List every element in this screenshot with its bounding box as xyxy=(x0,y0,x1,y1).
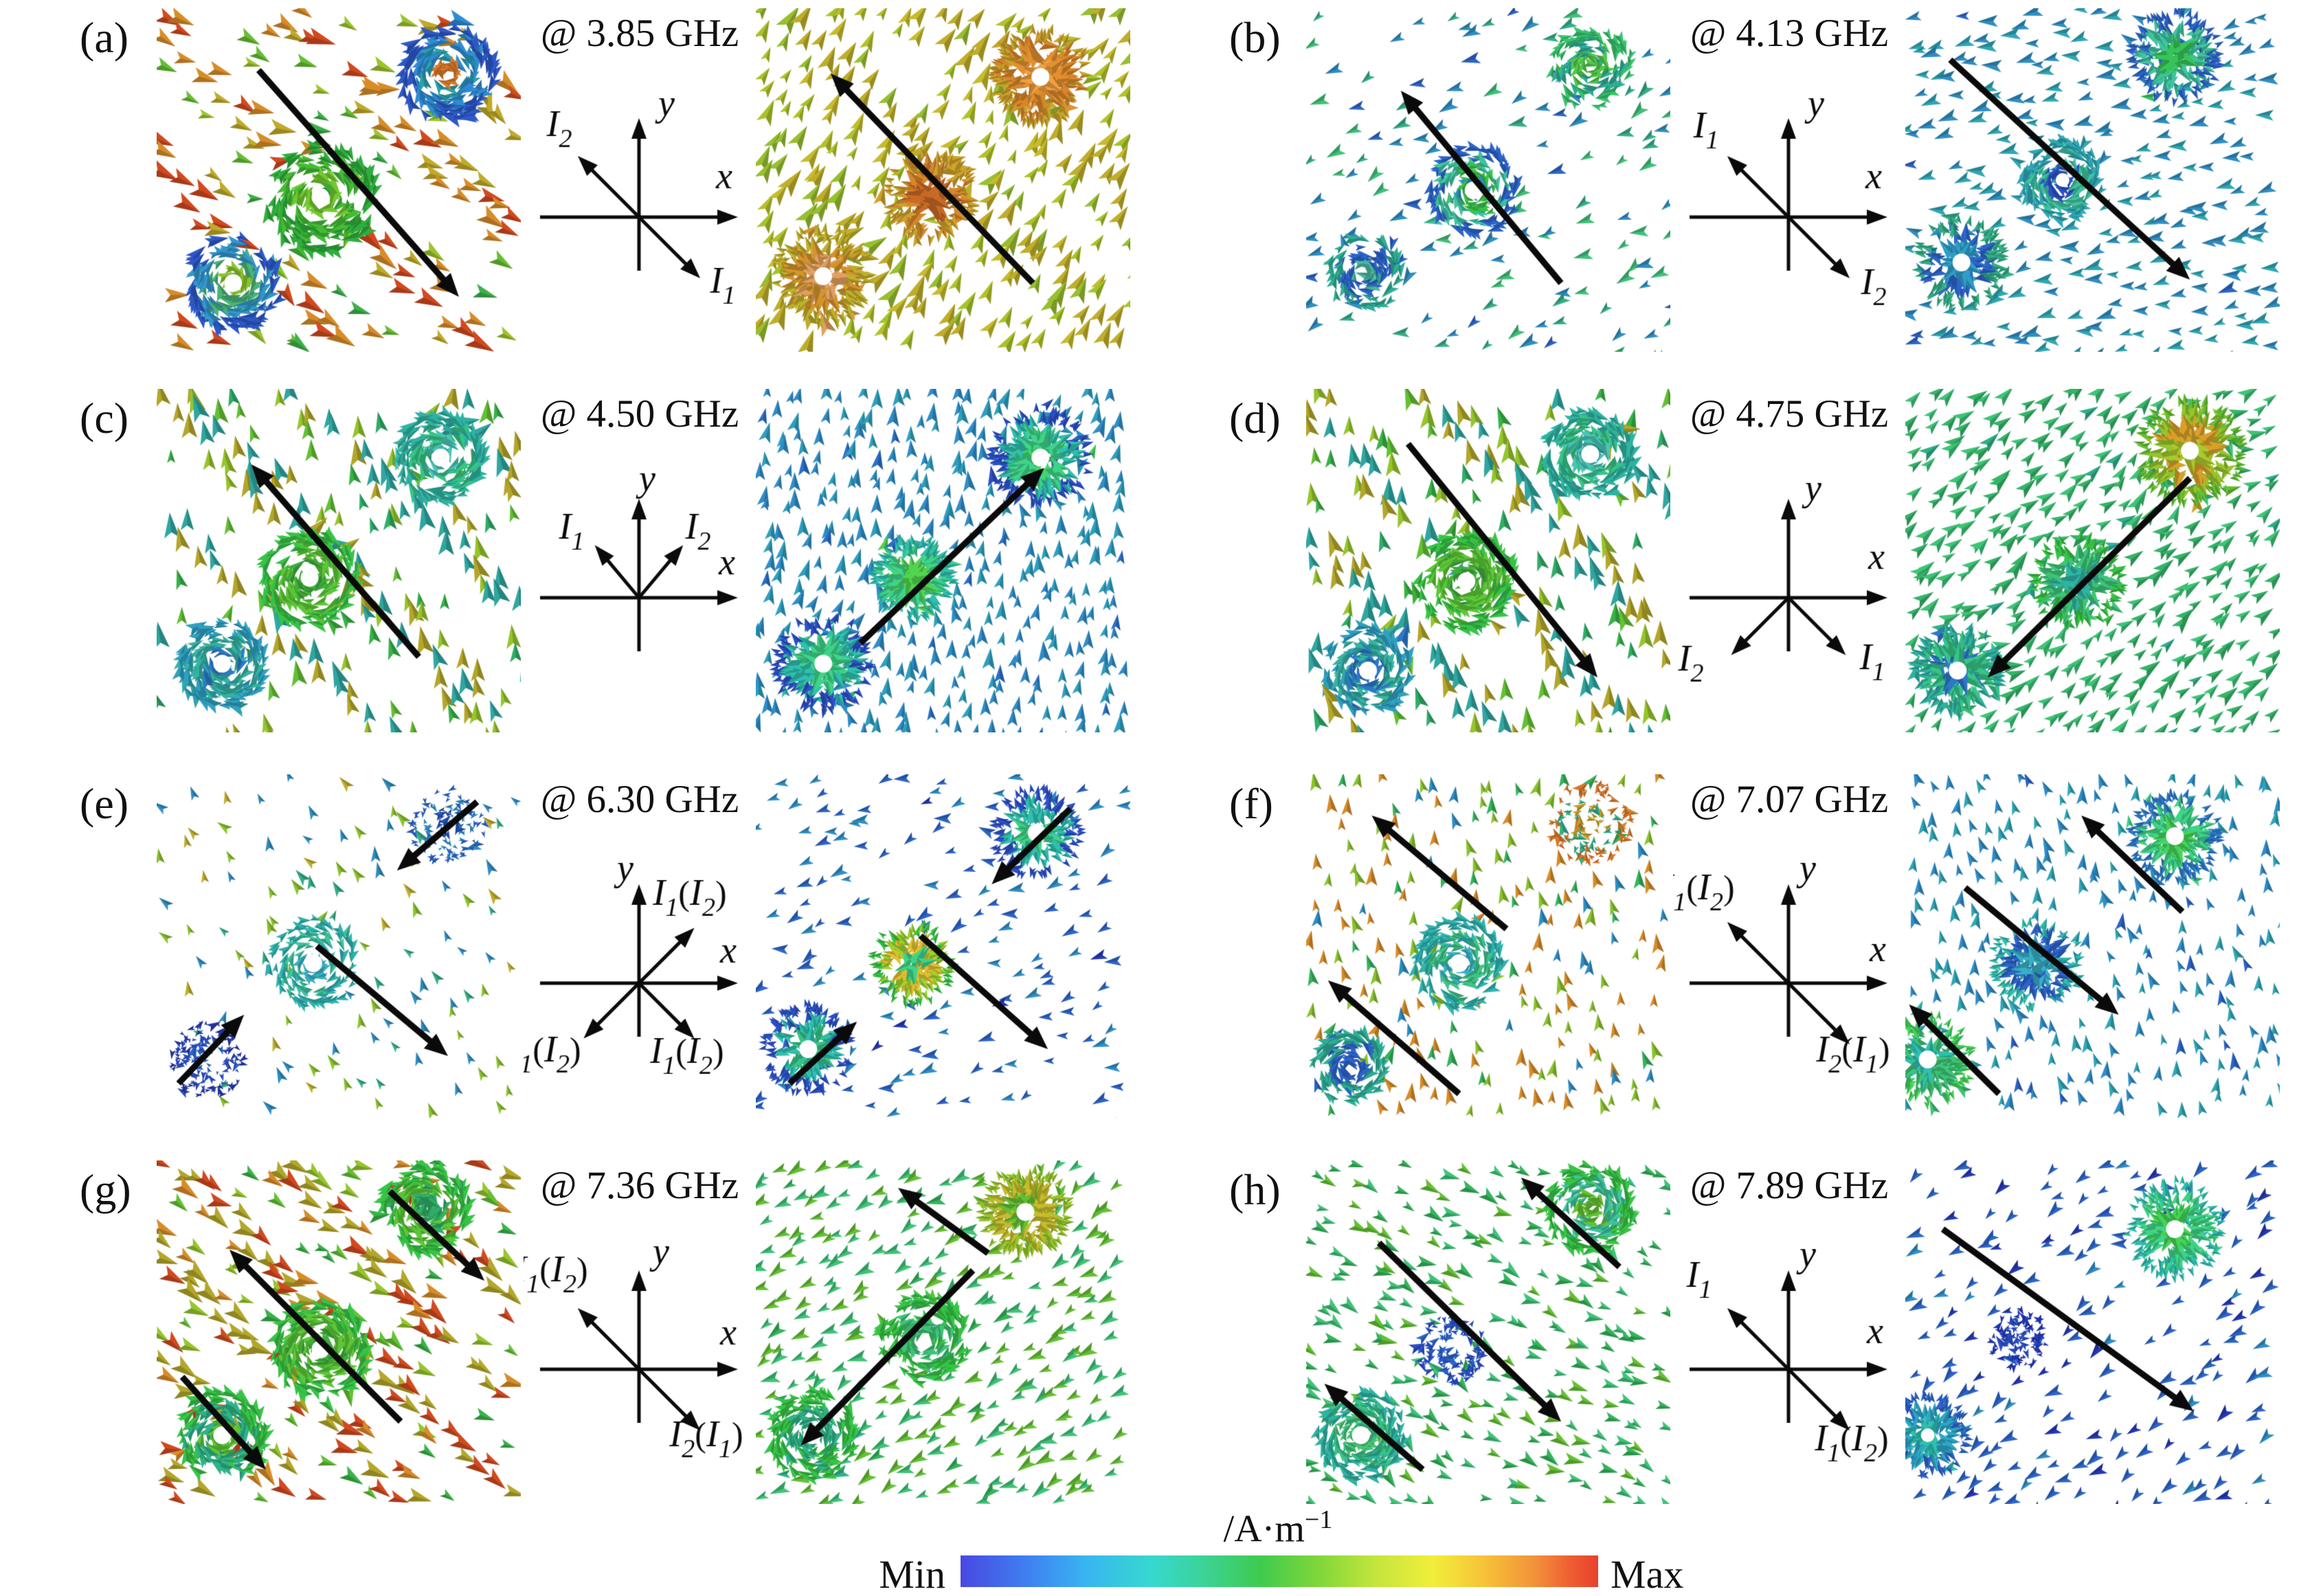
quiver-plot-left xyxy=(157,8,521,352)
panel-middle-column: @ 3.85 GHz xyxy=(524,8,757,366)
axis-diagram xyxy=(524,851,757,1085)
panel-title: @ 7.36 GHz xyxy=(540,1164,739,1207)
quiver-plot-left xyxy=(1306,8,1670,352)
colorbar-unit-label: /A·m−1 xyxy=(1072,1505,1484,1551)
quiver-plot-right xyxy=(756,1160,1130,1504)
quiver-plot-right xyxy=(756,8,1130,352)
panel-middle-column: @ 7.89 GHz xyxy=(1673,1160,1907,1518)
panel-title: @ 3.85 GHz xyxy=(540,12,739,55)
axis-diagram xyxy=(524,466,757,699)
panel-middle-column: @ 7.07 GHz xyxy=(1673,774,1907,1132)
quiver-plot-right xyxy=(1905,8,2280,352)
panel-label: (d) xyxy=(1229,394,1281,442)
axis-diagram xyxy=(524,1237,757,1471)
quiver-plot-left xyxy=(157,1160,521,1504)
colorbar-min-label: Min xyxy=(879,1552,945,1596)
panel-label: (a) xyxy=(80,13,129,62)
panel-middle-column: @ 4.50 GHz xyxy=(524,389,757,746)
panel-label: (c) xyxy=(80,394,129,442)
colorbar-gradient xyxy=(961,1555,1598,1587)
panel-label: (b) xyxy=(1229,13,1281,62)
panel-middle-column: @ 4.13 GHz xyxy=(1673,8,1907,366)
quiver-plot-right xyxy=(1905,774,2280,1118)
panel-label: (f) xyxy=(1229,779,1273,828)
panel-b: (b) @ 4.13 GHz xyxy=(1150,5,2299,387)
panel-label: (h) xyxy=(1229,1165,1281,1214)
panel-e: (e) @ 6.30 GHz xyxy=(0,772,1150,1154)
quiver-plot-right xyxy=(756,774,1130,1118)
quiver-plot-left xyxy=(1306,1160,1670,1504)
axis-diagram xyxy=(1673,851,1907,1085)
panel-f: (f) @ 7.07 GHz xyxy=(1150,772,2299,1154)
panel-h: (h) @ 7.89 GHz xyxy=(1150,1158,2299,1540)
panel-d: (d) @ 4.75 GHz xyxy=(1150,386,2299,768)
quiver-plot-right xyxy=(1905,389,2280,732)
panel-c: (c) @ 4.50 GHz xyxy=(0,386,1150,768)
panel-middle-column: @ 6.30 GHz xyxy=(524,774,757,1132)
quiver-plot-right xyxy=(1905,1160,2280,1504)
panel-title: @ 6.30 GHz xyxy=(540,778,739,821)
quiver-plot-left xyxy=(157,389,521,732)
quiver-plot-left xyxy=(1306,389,1670,732)
panel-title: @ 7.89 GHz xyxy=(1690,1164,1889,1207)
panel-title: @ 4.50 GHz xyxy=(540,392,739,436)
axis-diagram xyxy=(524,85,757,319)
panel-g: (g) @ 7.36 GHz xyxy=(0,1158,1150,1540)
quiver-plot-left xyxy=(157,774,521,1118)
panel-middle-column: @ 4.75 GHz xyxy=(1673,389,1907,746)
axis-diagram xyxy=(1673,85,1907,319)
panel-title: @ 4.75 GHz xyxy=(1690,392,1889,436)
panel-title: @ 4.13 GHz xyxy=(1690,12,1889,55)
axis-diagram xyxy=(1673,466,1907,699)
colorbar-unit-exponent: −1 xyxy=(1304,1505,1333,1534)
panel-label: (e) xyxy=(80,779,129,828)
quiver-plot-left xyxy=(1306,774,1670,1118)
panel-label: (g) xyxy=(80,1165,131,1214)
panel-a: (a) @ 3.85 GHz xyxy=(0,5,1150,387)
colorbar-max-label: Max xyxy=(1611,1552,1684,1596)
axis-diagram xyxy=(1673,1237,1907,1471)
quiver-plot-right xyxy=(756,389,1130,732)
panel-middle-column: @ 7.36 GHz xyxy=(524,1160,757,1518)
colorbar-unit-main: /A·m xyxy=(1223,1507,1305,1551)
panel-title: @ 7.07 GHz xyxy=(1690,778,1889,821)
